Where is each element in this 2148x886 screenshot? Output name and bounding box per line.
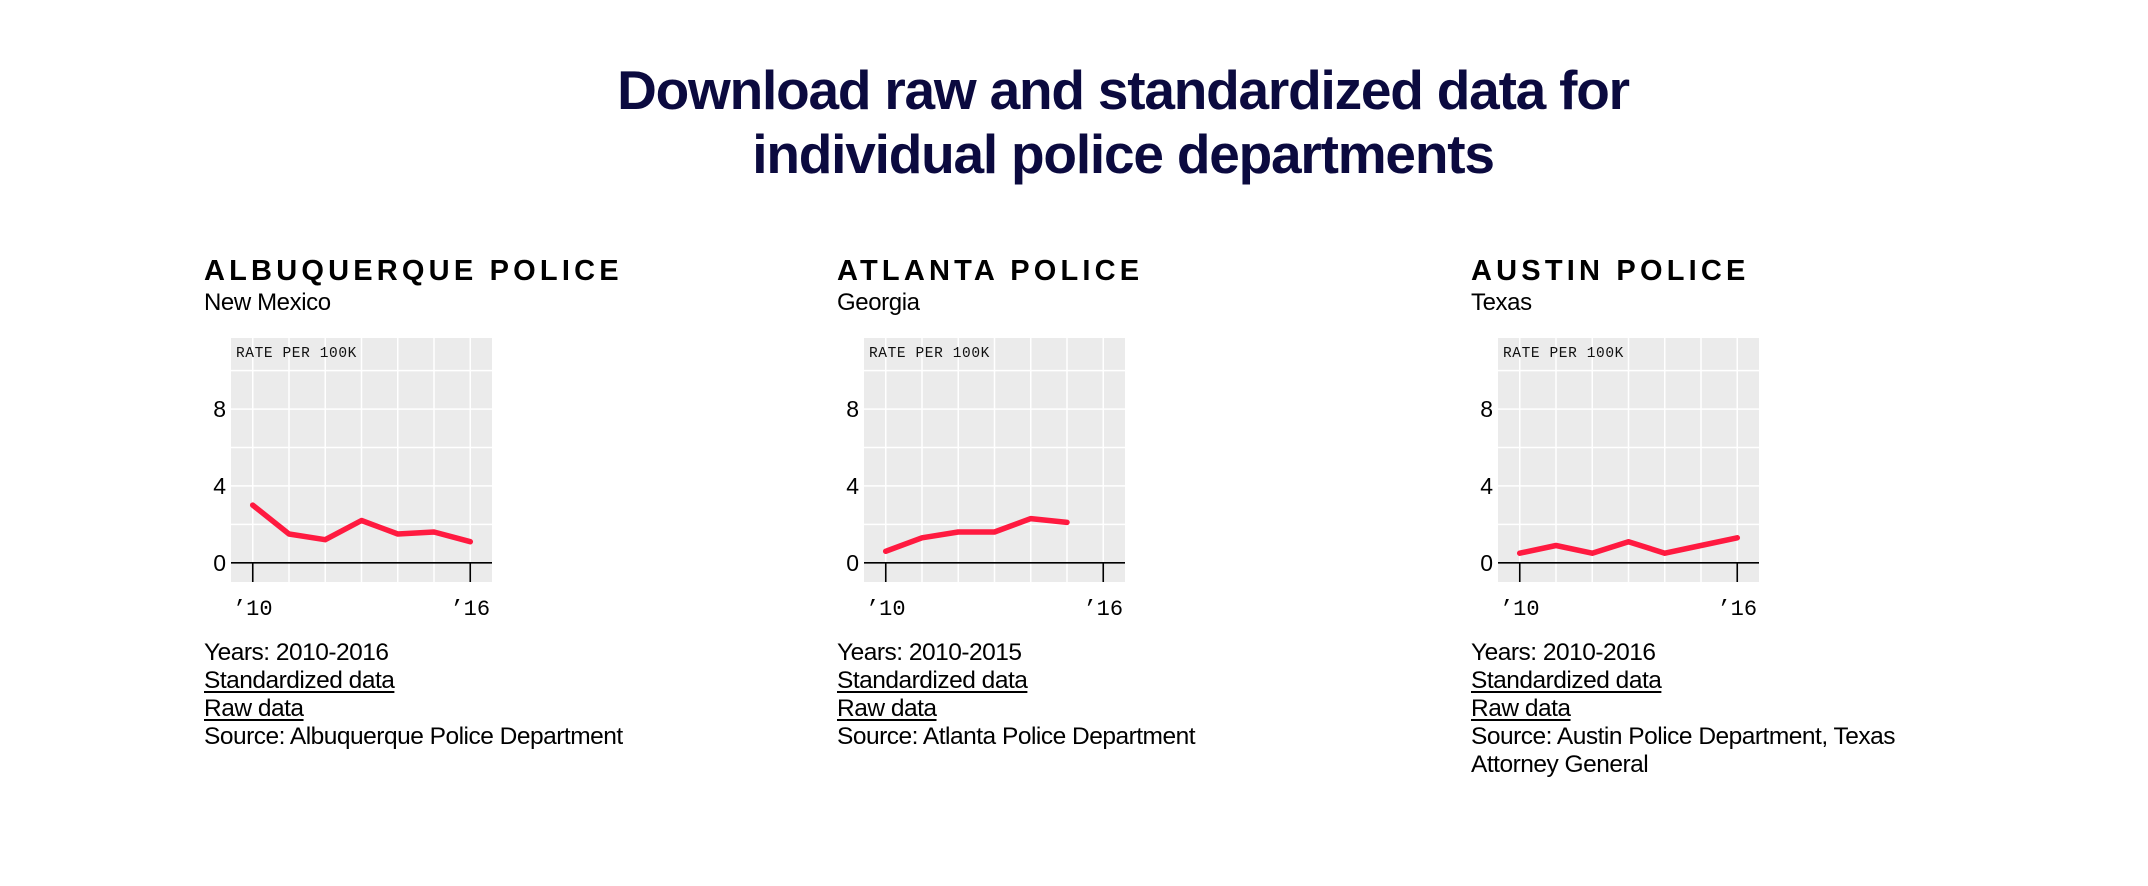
x-tick-label: ’10	[233, 597, 273, 622]
y-tick-label: 4	[213, 473, 226, 499]
y-tick-label: 0	[1480, 550, 1493, 576]
department-meta: Years: 2010-2016 Standardized data Raw d…	[204, 639, 674, 751]
y-axis-label: RATE PER 100K	[1503, 346, 1624, 362]
raw-data-link[interactable]: Raw data	[837, 695, 937, 722]
page-title-line-2: individual police departments	[752, 123, 1495, 185]
y-axis-label: RATE PER 100K	[869, 346, 990, 362]
department-card-austin: AUSTIN POLICE Texas ’10 ’16 0 4 8 RATE PER 10…	[1471, 254, 2091, 778]
standardized-data-link[interactable]: Standardized data	[204, 667, 395, 694]
department-state: Texas	[1471, 289, 1532, 316]
chart-svg: ’10 ’16 0 4 8 RATE PER 100K	[846, 338, 1125, 622]
department-name: ATLANTA POLICE	[837, 255, 1144, 287]
standardized-data-link[interactable]: Standardized data	[837, 667, 1028, 694]
series-line	[882, 515, 1070, 555]
department-state: New Mexico	[204, 289, 331, 316]
department-name: AUSTIN POLICE	[1471, 255, 1750, 287]
department-meta: Years: 2010-2016 Standardized data Raw d…	[1471, 639, 1941, 779]
x-tick-label: ’10	[1500, 597, 1540, 622]
data-source: Source: Atlanta Police Department	[837, 723, 1196, 750]
x-tick-label: ’10	[866, 597, 906, 622]
raw-data-link[interactable]: Raw data	[1471, 695, 1571, 722]
y-tick-label: 4	[1480, 473, 1493, 499]
page-title-line-1: Download raw and standardized data for	[617, 59, 1630, 121]
department-name: ALBUQUERQUE POLICE	[204, 255, 623, 287]
page-title: Download raw and standardized data for i…	[0, 58, 2148, 186]
data-source: Source: Albuquerque Police Department	[204, 723, 623, 750]
rate-chart-albuquerque: ’10 ’16 0 4 8 RATE PER 100K	[204, 338, 504, 628]
years-range: Years: 2010-2015	[837, 639, 1022, 666]
chart-svg: ’10 ’16 0 4 8 RATE PER 100K	[1480, 338, 1759, 622]
x-tick-label: ’16	[1717, 597, 1757, 622]
department-meta: Years: 2010-2015 Standardized data Raw d…	[837, 639, 1307, 751]
y-tick-label: 4	[846, 473, 859, 499]
rate-chart-atlanta: ’10 ’16 0 4 8 RATE PER 100K	[837, 338, 1137, 628]
y-axis-label: RATE PER 100K	[236, 346, 357, 362]
chart-svg: ’10 ’16 0 4 8 RATE PER 100K	[213, 338, 492, 622]
x-tick-label: ’16	[450, 597, 490, 622]
department-state: Georgia	[837, 289, 920, 316]
y-tick-label: 8	[846, 396, 859, 422]
raw-data-link[interactable]: Raw data	[204, 695, 304, 722]
years-range: Years: 2010-2016	[204, 639, 389, 666]
x-tick-label: ’16	[1083, 597, 1123, 622]
data-source: Source: Austin Police Department, Texas …	[1471, 723, 1896, 778]
standardized-data-link[interactable]: Standardized data	[1471, 667, 1662, 694]
department-card-atlanta: ATLANTA POLICE Georgia ’10 ’16 0 4 8 RATE PER…	[837, 254, 1457, 750]
y-tick-label: 0	[213, 550, 226, 576]
y-tick-label: 0	[846, 550, 859, 576]
years-range: Years: 2010-2016	[1471, 639, 1656, 666]
y-tick-label: 8	[213, 396, 226, 422]
rate-chart-austin: ’10 ’16 0 4 8 RATE PER 100K	[1471, 338, 1771, 628]
department-card-albuquerque: ALBUQUERQUE POLICE New Mexico ’10 ’16 0 4 8 R…	[204, 254, 824, 750]
y-tick-label: 8	[1480, 396, 1493, 422]
